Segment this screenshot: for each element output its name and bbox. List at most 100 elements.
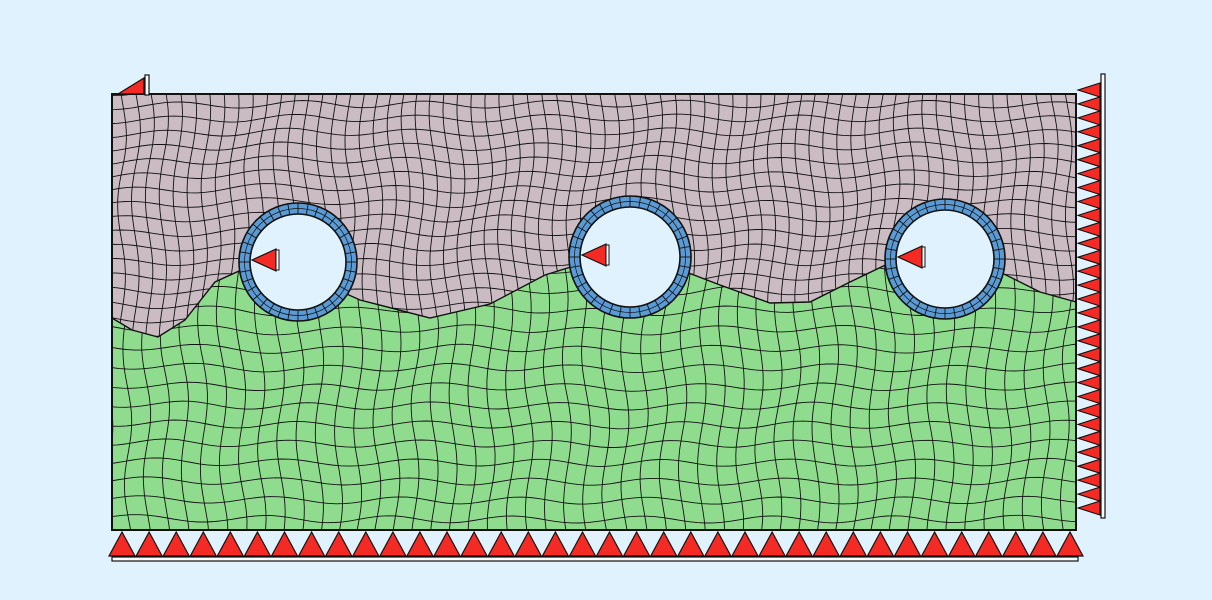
right-support[interactable] — [1076, 110, 1101, 126]
right-support[interactable] — [1076, 472, 1101, 488]
right-support[interactable] — [1076, 430, 1101, 447]
tunnel-2[interactable] — [568, 195, 692, 319]
tunnel-1[interactable] — [238, 202, 358, 322]
bottom-support[interactable] — [135, 530, 164, 557]
mesh-line — [414, 94, 425, 337]
right-support[interactable] — [1076, 319, 1101, 335]
mesh-line — [112, 514, 1076, 524]
right-support[interactable] — [1076, 249, 1101, 265]
mesh-line — [112, 323, 1076, 336]
mesh-line — [112, 438, 1076, 448]
bottom-support[interactable] — [405, 530, 434, 557]
right-support[interactable] — [1076, 458, 1101, 474]
tunnel-opening — [895, 209, 995, 309]
tunnel-load-bar — [275, 249, 280, 271]
bottom-support[interactable] — [839, 530, 868, 557]
right-support[interactable] — [1076, 221, 1101, 238]
right-support[interactable] — [1076, 291, 1101, 307]
bottom-support[interactable] — [541, 530, 570, 557]
bottom-support[interactable] — [162, 530, 191, 557]
bottom-support[interactable] — [107, 530, 137, 557]
domain-outline — [111, 93, 1077, 531]
bottom-support[interactable] — [785, 530, 814, 557]
right-support[interactable] — [1076, 360, 1101, 377]
right-support[interactable] — [1076, 416, 1101, 433]
bottom-support[interactable] — [812, 530, 841, 557]
mesh-line — [865, 256, 878, 530]
bottom-support[interactable] — [974, 530, 1003, 557]
bottom-supports — [107, 530, 1085, 562]
bottom-support[interactable] — [189, 530, 218, 557]
right-support[interactable] — [1076, 124, 1101, 140]
right-support[interactable] — [1076, 137, 1101, 154]
bottom-support[interactable] — [1055, 530, 1085, 557]
bottom-support[interactable] — [730, 530, 760, 557]
bottom-support[interactable] — [324, 530, 353, 557]
bottom-support[interactable] — [1028, 530, 1057, 557]
mesh-line — [541, 256, 553, 530]
right-support[interactable] — [1076, 207, 1101, 224]
bottom-support[interactable] — [893, 530, 922, 557]
right-support[interactable] — [1076, 305, 1101, 321]
mesh-line — [112, 419, 1076, 430]
mesh-line — [428, 94, 438, 337]
bottom-support[interactable] — [487, 530, 516, 557]
tunnel-opening — [249, 213, 347, 311]
bottom-support[interactable] — [514, 530, 543, 557]
right-support[interactable] — [1076, 235, 1101, 252]
right-support[interactable] — [1076, 151, 1101, 168]
right-support[interactable] — [1076, 500, 1101, 516]
bottom-support[interactable] — [595, 530, 624, 557]
bottom-support[interactable] — [703, 530, 732, 557]
bottom-support[interactable] — [216, 530, 245, 557]
bottom-support[interactable] — [947, 530, 976, 557]
bottom-support[interactable] — [568, 530, 597, 557]
right-support[interactable] — [1076, 179, 1101, 196]
bottom-support[interactable] — [378, 530, 407, 557]
bottom-support[interactable] — [351, 530, 380, 557]
bottom-support[interactable] — [622, 530, 651, 557]
right-support[interactable] — [1076, 486, 1101, 502]
bottom-support[interactable] — [758, 530, 787, 557]
right-support[interactable] — [1076, 277, 1101, 293]
tunnel-3[interactable] — [884, 198, 1006, 320]
bottom-support[interactable] — [920, 530, 949, 557]
mesh-line — [1021, 256, 1035, 530]
mesh-line — [172, 94, 183, 337]
mesh-line — [560, 256, 572, 530]
bottom-support[interactable] — [243, 530, 272, 557]
mesh-line — [1002, 256, 1016, 530]
right-support[interactable] — [1076, 165, 1101, 182]
bottom-support[interactable] — [270, 530, 299, 557]
top-left-support — [115, 74, 150, 96]
mesh-line — [442, 94, 452, 337]
right-support[interactable] — [1076, 388, 1101, 405]
bottom-support[interactable] — [676, 530, 705, 557]
right-support[interactable] — [1076, 263, 1101, 279]
right-support[interactable] — [1076, 346, 1101, 363]
mesh-line — [158, 94, 169, 337]
right-support[interactable] — [1076, 444, 1101, 461]
corner-support-triangle[interactable] — [115, 76, 145, 95]
right-support[interactable] — [1076, 374, 1101, 391]
bottom-support[interactable] — [866, 530, 895, 557]
right-support[interactable] — [1076, 333, 1101, 349]
right-support[interactable] — [1076, 402, 1101, 419]
bottom-support[interactable] — [297, 530, 326, 557]
mesh-line — [456, 94, 466, 337]
right-support[interactable] — [1076, 96, 1101, 112]
right-support[interactable] — [1076, 82, 1101, 98]
bottom-support[interactable] — [1001, 530, 1030, 557]
tunnel-group — [238, 195, 1006, 322]
bottom-support[interactable] — [432, 530, 462, 557]
mesh-line — [677, 256, 692, 530]
bottom-support[interactable] — [460, 530, 489, 557]
mesh-line — [112, 495, 1076, 505]
mesh-line — [215, 256, 229, 530]
mesh-line — [470, 94, 480, 337]
mesh-line — [186, 94, 198, 337]
right-support[interactable] — [1076, 193, 1101, 210]
bottom-support[interactable] — [649, 530, 678, 557]
